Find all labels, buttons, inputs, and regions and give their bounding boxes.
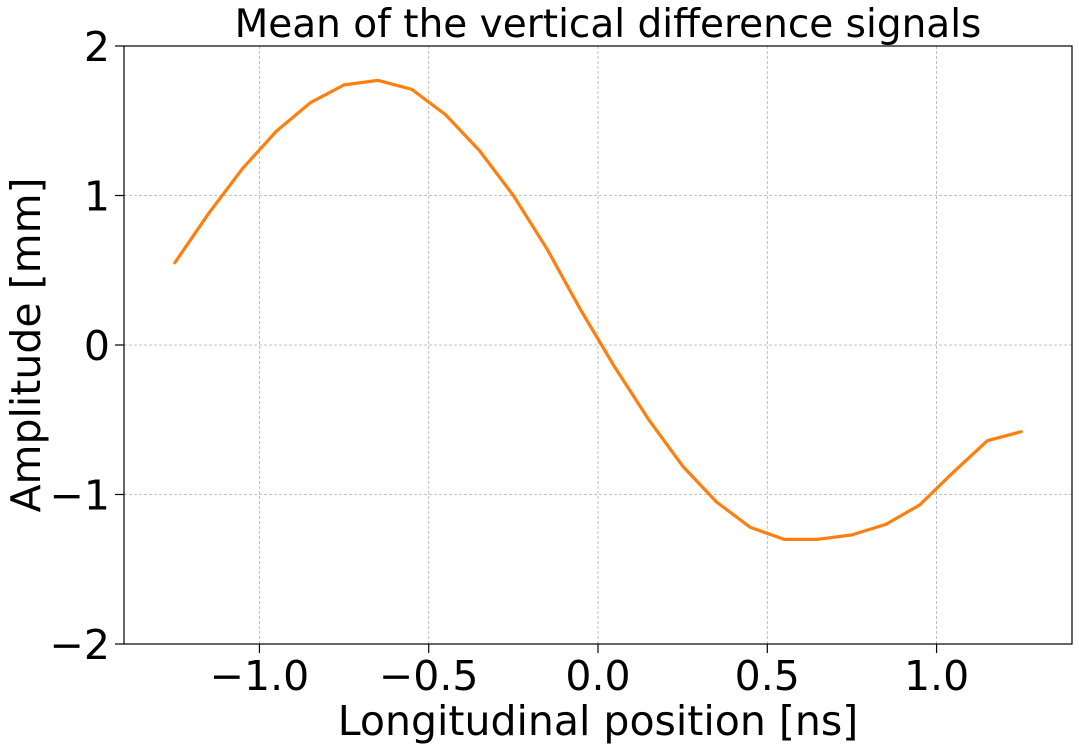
y-tick-label: −1 [50, 472, 110, 520]
x-axis-label: Longitudinal position [ns] [338, 697, 858, 745]
y-tick-label: 0 [84, 322, 110, 370]
y-tick-label: −2 [50, 621, 110, 669]
series-layer [173, 78, 1023, 541]
series-line [173, 78, 1023, 541]
grid [124, 45, 1072, 645]
x-tick-label: 1.0 [904, 652, 969, 700]
x-tick-label: −0.5 [379, 652, 479, 700]
chart-title: Mean of the vertical difference signals [235, 2, 982, 47]
x-tick-label: 0.5 [735, 652, 800, 700]
y-tick-label: 1 [84, 173, 110, 221]
ticks: −1.0 −0.5 0.0 0.5 1.0 2 1 0 −1 −2 [50, 23, 970, 700]
y-tick-label: 2 [84, 23, 110, 71]
x-tick-label: −1.0 [210, 652, 310, 700]
y-axis-label: Amplitude [mm] [2, 177, 50, 512]
x-tick-label: 0.0 [565, 652, 630, 700]
